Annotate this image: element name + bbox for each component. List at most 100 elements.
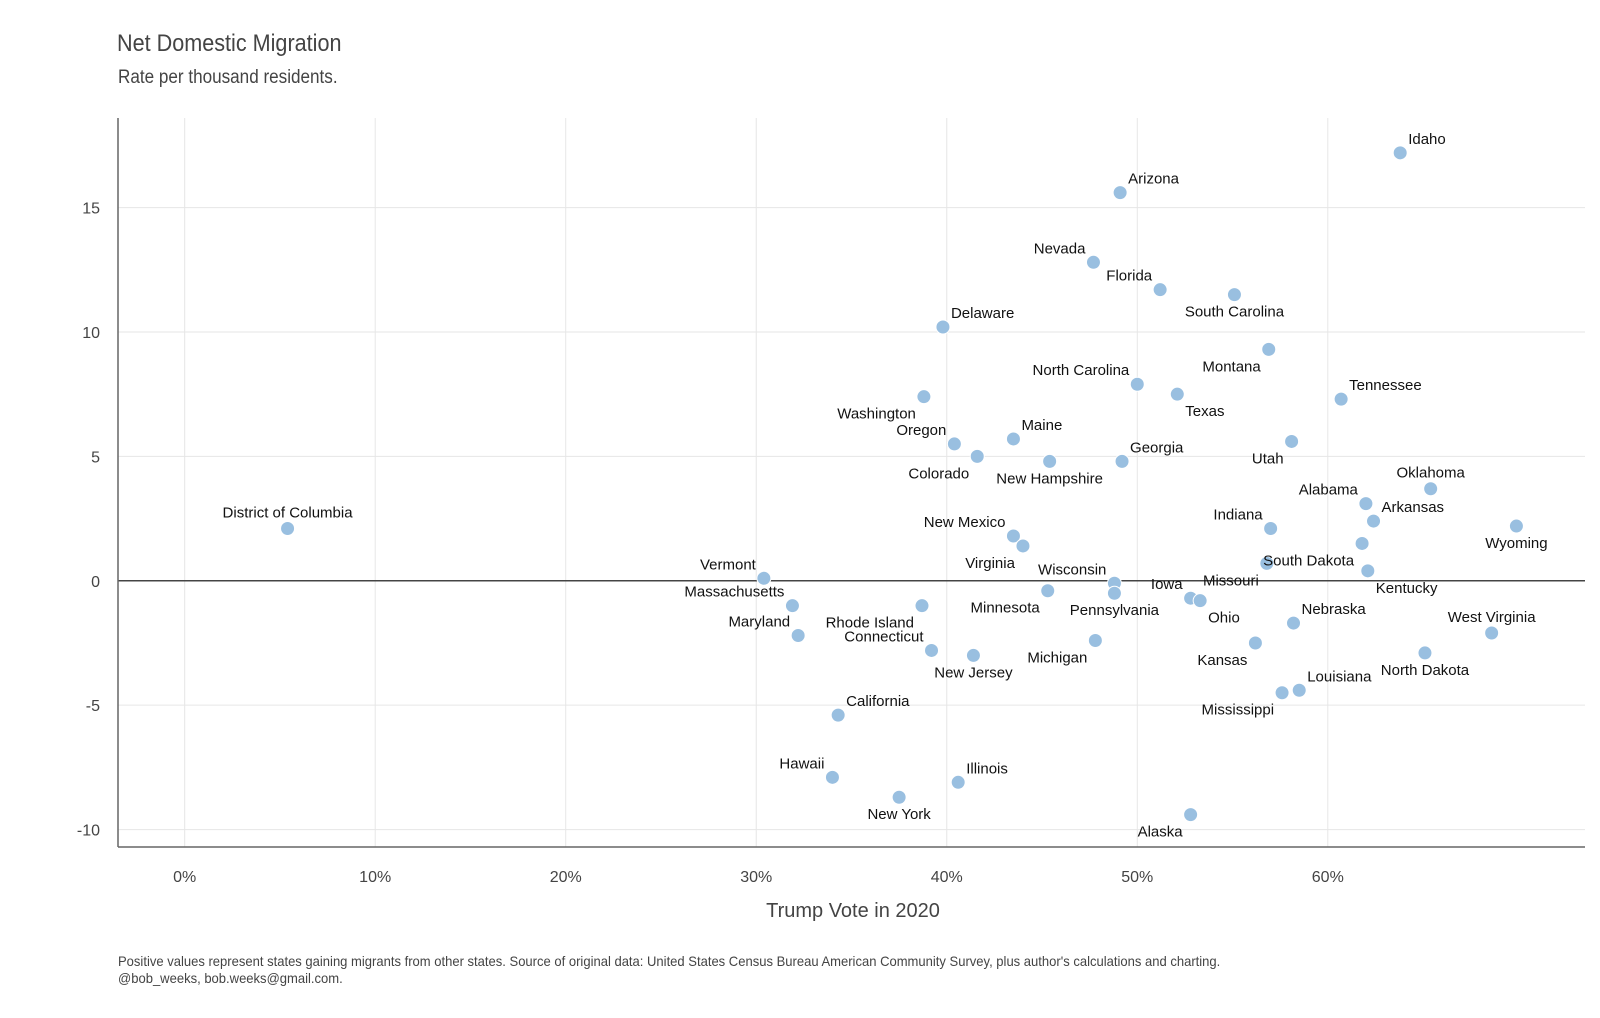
data-point: [891, 789, 907, 805]
data-point: [1085, 254, 1101, 270]
data-point: [1129, 376, 1145, 392]
point-label: Connecticut: [844, 628, 924, 645]
point-label: District of Columbia: [223, 505, 354, 522]
data-point: [1286, 615, 1302, 631]
point-label: Iowa: [1151, 576, 1183, 593]
chart-caption: Positive values represent states gaining…: [118, 953, 1220, 987]
data-point: [1274, 685, 1290, 701]
y-tick-label: 10: [82, 325, 100, 342]
point-label: Arizona: [1128, 171, 1180, 188]
point-label: Indiana: [1213, 507, 1263, 524]
point-label: Wisconsin: [1038, 561, 1106, 578]
axes: 0% 10% 20% 30% 40% 50% 60% 15 10 5 0 -5 -10: [77, 118, 1585, 886]
data-point: [1226, 287, 1242, 303]
data-point: [1247, 635, 1263, 651]
point-label: Alaska: [1138, 824, 1184, 841]
x-tick-label: 50%: [1121, 869, 1153, 886]
data-point: [969, 448, 985, 464]
point-label: North Dakota: [1381, 662, 1470, 679]
data-point: [1284, 433, 1300, 449]
data-point: [784, 598, 800, 614]
data-point: [1417, 645, 1433, 661]
x-tick-label: 0%: [173, 869, 196, 886]
point-label: Louisiana: [1307, 668, 1372, 685]
data-point: [1360, 563, 1376, 579]
caption-line-2: @bob_weeks, bob.weeks@gmail.com.: [118, 970, 343, 986]
data-point: [924, 642, 940, 658]
data-point: [1291, 682, 1307, 698]
point-label: New Hampshire: [996, 470, 1103, 487]
y-tick-label: 0: [91, 574, 100, 591]
point-label: Nebraska: [1302, 601, 1367, 618]
point-label: West Virginia: [1448, 609, 1536, 626]
grid-lines: [118, 118, 1585, 847]
data-point: [1354, 535, 1370, 551]
x-tick-label: 40%: [931, 869, 963, 886]
data-point: [1263, 521, 1279, 537]
point-label: Delaware: [951, 305, 1014, 322]
point-label: Ohio: [1208, 610, 1240, 627]
data-point: [1192, 593, 1208, 609]
point-label: Maryland: [728, 614, 790, 631]
data-point: [1114, 453, 1130, 469]
point-label: Maine: [1021, 417, 1062, 434]
data-point: [965, 647, 981, 663]
x-tick-label: 10%: [359, 869, 391, 886]
data-point: [1152, 282, 1168, 298]
data-point: [950, 774, 966, 790]
data-point: [756, 570, 772, 586]
data-point: [1484, 625, 1500, 641]
point-label: Missouri: [1203, 572, 1259, 589]
point-label: Vermont: [700, 556, 757, 573]
data-point: [1261, 341, 1277, 357]
point-label: California: [846, 693, 910, 710]
data-point: [1112, 185, 1128, 201]
data-point: [1423, 481, 1439, 497]
point-label: Arkansas: [1382, 499, 1445, 516]
data-point: [914, 598, 930, 614]
point-label: Tennessee: [1349, 377, 1422, 394]
point-label: Florida: [1106, 268, 1153, 285]
data-point: [1183, 807, 1199, 823]
point-label: New York: [867, 806, 931, 823]
point-label: Pennsylvania: [1070, 602, 1160, 619]
data-point: [1259, 555, 1275, 571]
point-label: Illinois: [966, 760, 1008, 777]
point-label: Idaho: [1408, 131, 1446, 148]
point-label: Wyoming: [1485, 535, 1547, 552]
data-point: [790, 628, 806, 644]
point-label: Colorado: [908, 465, 969, 482]
data-point: [946, 436, 962, 452]
data-point: [916, 389, 932, 405]
point-label: Washington: [837, 406, 916, 423]
point-label: Alabama: [1299, 482, 1359, 499]
point-label: Texas: [1185, 403, 1224, 420]
point-label: Rhode Island: [826, 615, 914, 632]
point-label: Mississippi: [1202, 702, 1275, 719]
point-label: Virginia: [965, 555, 1015, 572]
point-labels: Idaho Arizona Nevada Florida South Carolina D…: [223, 131, 1548, 841]
point-label: Kansas: [1197, 652, 1247, 669]
data-points: [280, 145, 1524, 823]
point-label: Massachusetts: [684, 584, 784, 601]
data-point: [1366, 513, 1382, 529]
data-point: [1169, 386, 1185, 402]
data-point: [830, 707, 846, 723]
data-point: [1333, 391, 1349, 407]
data-point: [1005, 431, 1021, 447]
data-point: [1392, 145, 1408, 161]
point-label: Michigan: [1027, 649, 1087, 666]
x-tick-label: 60%: [1312, 869, 1344, 886]
y-tick-label: -10: [77, 823, 100, 840]
point-label: North Carolina: [1033, 362, 1130, 379]
point-label: South Carolina: [1185, 304, 1285, 321]
x-tick-label: 30%: [740, 869, 772, 886]
data-point: [935, 319, 951, 335]
point-label: Utah: [1252, 450, 1284, 467]
caption-line-1: Positive values represent states gaining…: [118, 953, 1221, 969]
data-point: [1005, 528, 1021, 544]
y-tick-label: -5: [86, 698, 100, 715]
chart-title: Net Domestic Migration: [117, 30, 342, 57]
data-point: [1106, 585, 1122, 601]
